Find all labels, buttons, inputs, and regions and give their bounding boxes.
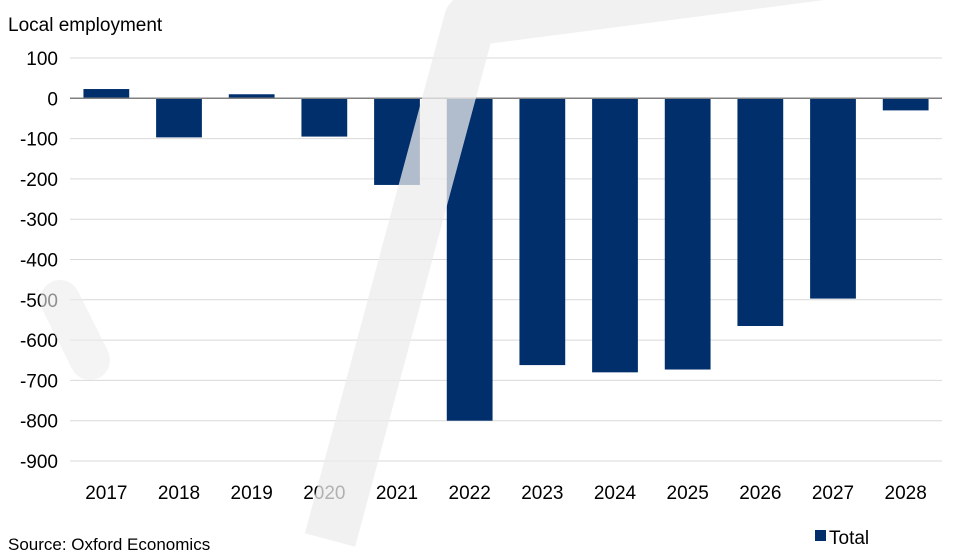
x-tick-label: 2022	[449, 483, 491, 504]
legend-swatch	[815, 530, 826, 541]
x-tick-label: 2019	[231, 483, 273, 504]
y-tick-label: 0	[47, 89, 58, 110]
legend: Total	[815, 528, 869, 549]
x-tick-label: 2026	[739, 483, 781, 504]
x-tick-label: 2025	[667, 483, 709, 504]
x-tick-label: 2028	[885, 483, 927, 504]
y-axis-title: Local employment	[8, 15, 163, 36]
x-tick-label: 2017	[85, 483, 127, 504]
bar	[664, 98, 711, 370]
x-tick-label: 2023	[521, 483, 563, 504]
bar	[156, 98, 202, 138]
x-tick-label: 2020	[303, 483, 345, 504]
bar	[882, 98, 929, 111]
bar	[737, 98, 784, 326]
x-tick-label: 2018	[158, 483, 200, 504]
bar	[810, 98, 856, 299]
bar	[228, 94, 275, 99]
y-tick-label: -200	[20, 170, 58, 191]
y-tick-label: -400	[20, 251, 58, 272]
y-tick-label: -500	[20, 291, 58, 312]
y-tick-label: -100	[20, 130, 58, 151]
x-tick-label: 2024	[594, 483, 637, 504]
x-tick-label: 2027	[812, 483, 854, 504]
y-tick-label: 100	[26, 49, 58, 70]
bar	[519, 98, 566, 366]
y-tick-label: -800	[20, 412, 58, 433]
bar	[374, 98, 420, 185]
legend-label: Total	[829, 528, 869, 549]
source-note: Source: Oxford Economics	[8, 535, 210, 550]
bar	[592, 98, 638, 373]
y-tick-label: -900	[20, 452, 58, 473]
x-tick-labels: 2017 2018 2019 2020 2021 2022 2023 2024 2025 2026…	[85, 483, 927, 504]
y-tick-labels: 100 0 -100 -200 -300 -400 -500 -600 -700 -800 -900	[20, 49, 58, 473]
y-tick-label: -700	[20, 371, 58, 392]
y-tick-label: -300	[20, 210, 58, 231]
bar	[446, 98, 493, 421]
x-tick-label: 2021	[376, 483, 418, 504]
bar	[83, 89, 130, 99]
y-tick-label: -600	[20, 331, 58, 352]
bar	[301, 98, 348, 137]
